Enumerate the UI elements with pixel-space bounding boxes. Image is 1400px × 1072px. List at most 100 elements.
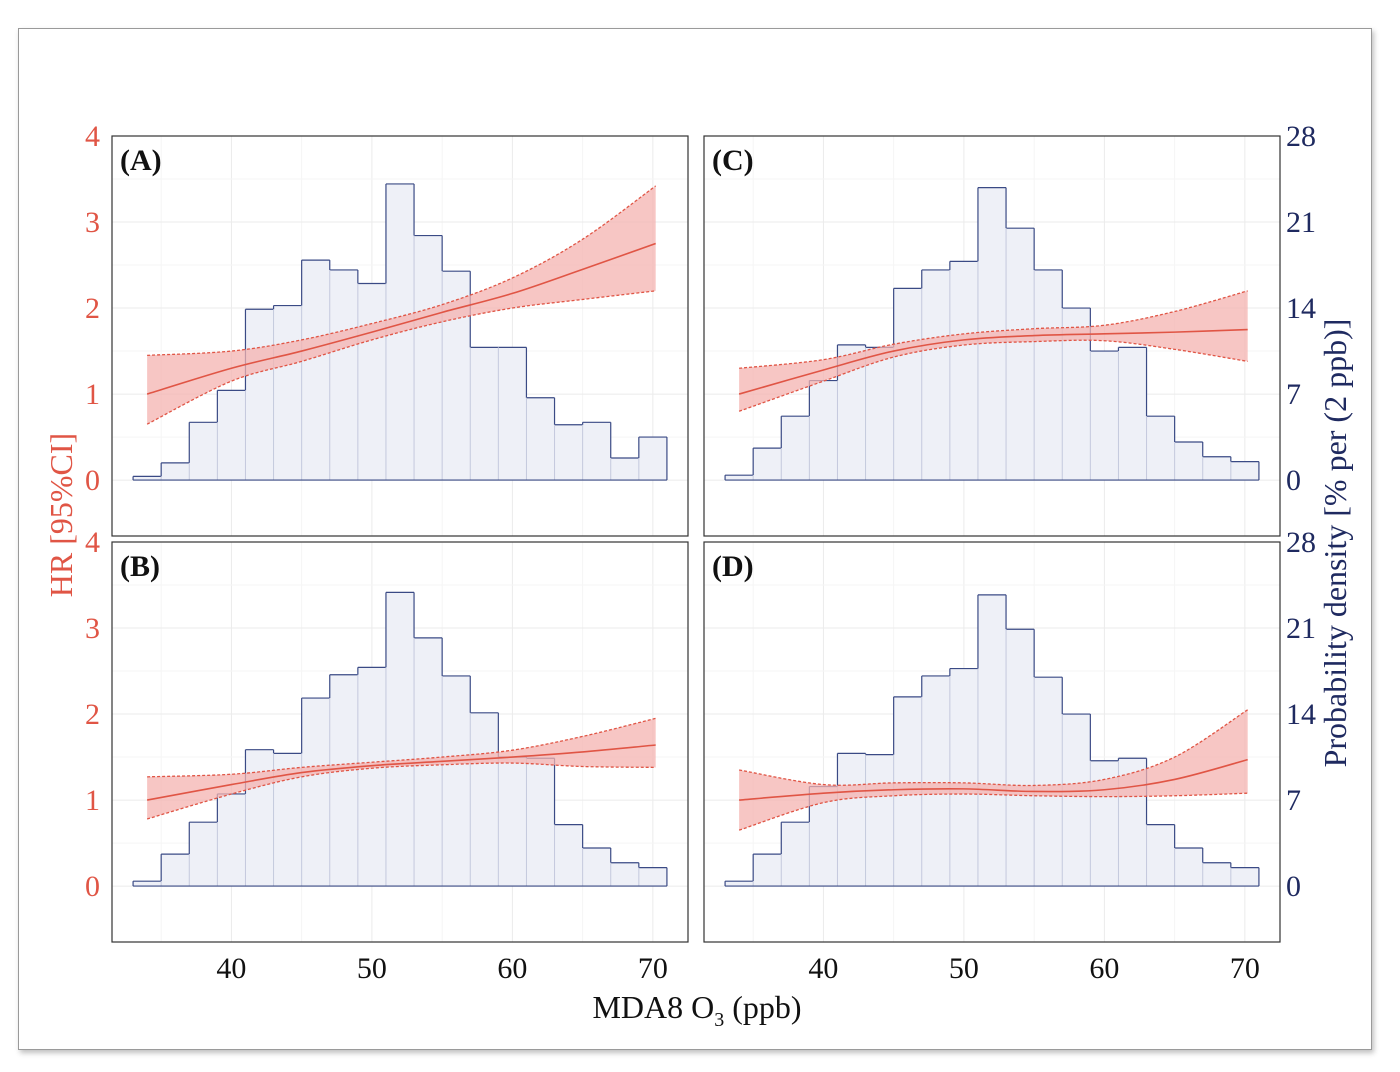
x-tick-label: 40 (808, 952, 838, 985)
panel-1: (B) 0 1 2 3 4 40 50 60 70 (85, 526, 689, 985)
histogram-bar (921, 269, 950, 481)
y-tick-label-left: 3 (85, 612, 100, 645)
x-tick-label: 60 (497, 952, 527, 985)
histogram-bar (753, 854, 782, 887)
ci-upper-line (147, 185, 657, 357)
y-tick-label-right: 14 (1286, 292, 1316, 325)
histogram-bar (498, 757, 527, 887)
histogram-bar (1202, 456, 1231, 481)
hr-curve (146, 242, 656, 395)
histogram-bar (725, 881, 754, 887)
histogram-bar (442, 675, 471, 887)
y-tick-label-left: 1 (85, 784, 100, 817)
y-tick-label-right: 7 (1286, 378, 1301, 411)
y-tick-label-right: 21 (1286, 612, 1316, 645)
histogram-bar (385, 592, 415, 887)
y-axis-title-left: HR [95%CI] (43, 433, 79, 597)
x-tick-label: 50 (357, 952, 387, 985)
histogram-bar (329, 674, 358, 887)
histogram-bar (189, 422, 218, 481)
ci-upper-line (147, 717, 656, 778)
histogram-bar (161, 462, 190, 481)
y-axis-title-right: Probability density [% per (2 ppb)] (1317, 319, 1353, 768)
x-axis-title-subscript: 3 (714, 1009, 724, 1031)
y-tick-label-left: 0 (85, 870, 100, 903)
histogram-bar (217, 793, 246, 887)
hr-curve (146, 744, 656, 801)
ci-lower-line (738, 339, 1248, 412)
histogram-bar (1118, 347, 1147, 481)
histogram-bar (414, 235, 443, 481)
y-tick-label-left: 4 (85, 526, 100, 559)
histogram-bar (498, 347, 527, 481)
histogram-bar (753, 448, 782, 481)
ci-lower-line (146, 762, 656, 820)
panel-3: (D) 0 7 14 21 28 40 50 60 70 (703, 526, 1316, 985)
y-tick-label-left: 1 (85, 378, 100, 411)
y-tick-label-right: 28 (1286, 120, 1316, 153)
histogram-bar (1146, 824, 1175, 887)
y-tick-label-right: 21 (1286, 206, 1316, 239)
y-tick-label-right: 14 (1286, 698, 1316, 731)
histogram-bar (725, 475, 754, 481)
panel-2: (C) 0 7 14 21 28 (703, 120, 1316, 537)
panel-frame (111, 541, 689, 943)
histogram-bar (1230, 461, 1259, 481)
y-tick-label-right: 0 (1286, 464, 1301, 497)
histogram-bar (1174, 847, 1203, 887)
y-tick-label-left: 2 (85, 292, 100, 325)
panel-frame (703, 135, 1281, 537)
histogram-bar (949, 668, 978, 887)
panel-frame (111, 135, 689, 537)
histogram-bar (1034, 269, 1063, 481)
panels-layer: (A) 0 1 2 3 4 (B) 0 1 2 3 4 40 50 60 70 (C) 0 7 14 21 28 (D) 0 7… (85, 120, 1316, 985)
ci-lower-line (738, 792, 1248, 831)
histogram-bar (273, 305, 302, 481)
y-tick-label-left: 3 (85, 206, 100, 239)
histogram-bar (1062, 714, 1091, 887)
ci-band (739, 709, 1248, 831)
y-tick-label-right: 0 (1286, 870, 1301, 903)
x-axis-title-main: MDA8 O (592, 989, 714, 1025)
panel-label: (A) (120, 144, 162, 177)
histogram-bar (1090, 351, 1119, 481)
histogram-bar (133, 476, 162, 481)
panel-label: (C) (712, 144, 754, 177)
histogram-bar (1146, 416, 1175, 481)
histogram-bar (357, 283, 386, 481)
panel-label: (B) (120, 550, 160, 583)
histogram-bar (638, 437, 667, 481)
histogram-bar (329, 269, 358, 481)
hr-curve (738, 328, 1248, 395)
histogram-bar (161, 854, 190, 887)
histogram-bar (245, 309, 274, 481)
histogram-bar (526, 758, 555, 887)
histogram-bar (133, 881, 162, 887)
panel-0: (A) 0 1 2 3 4 (85, 120, 689, 537)
histogram-bar (781, 822, 810, 887)
x-tick-label: 70 (1230, 952, 1260, 985)
histogram-bar (189, 822, 218, 887)
ci-band (147, 185, 656, 425)
y-tick-label-left: 2 (85, 698, 100, 731)
x-axis-title-unit: (ppb) (724, 989, 801, 1025)
histogram-bar (554, 424, 583, 481)
histogram-bar (1034, 677, 1063, 887)
panel-frame (703, 541, 1281, 943)
histogram-bar (809, 380, 838, 481)
histogram-bar (1174, 441, 1203, 481)
x-axis-title: MDA8 O3 (ppb) (592, 989, 801, 1031)
y-tick-label-right: 28 (1286, 526, 1316, 559)
histogram-bar (610, 862, 639, 887)
histogram-bar (1202, 862, 1231, 887)
y-tick-label-right: 7 (1286, 784, 1301, 817)
ci-upper-line (739, 290, 1248, 369)
panel-label: (D) (712, 550, 754, 583)
histogram-bar (781, 416, 810, 481)
histogram-bar (582, 847, 611, 887)
hr-curve (739, 758, 1248, 801)
histogram-bar (470, 347, 499, 481)
x-tick-label: 40 (216, 952, 246, 985)
histogram-bar (357, 667, 386, 887)
